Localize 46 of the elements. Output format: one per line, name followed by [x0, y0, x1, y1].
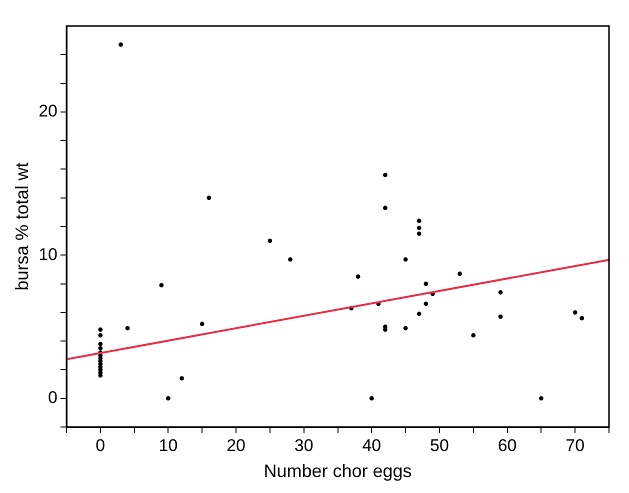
point [424, 282, 428, 286]
point [383, 206, 388, 210]
point [471, 333, 476, 338]
point [403, 326, 408, 330]
point [118, 42, 123, 47]
y-tick-label: 10 [38, 244, 58, 264]
point [180, 376, 184, 381]
x-tick-label: 10 [158, 436, 178, 455]
point [424, 302, 428, 306]
point [288, 257, 292, 262]
point [200, 322, 204, 326]
y-axis-title: bursa % total wt [12, 162, 32, 291]
point [98, 346, 103, 350]
x-tick-label: 0 [96, 436, 106, 455]
point [356, 274, 360, 279]
point [98, 333, 103, 338]
point [416, 218, 422, 223]
point [98, 373, 103, 378]
point [166, 396, 170, 401]
point [125, 326, 130, 330]
x-tick-label: 20 [226, 436, 246, 455]
point [268, 238, 272, 244]
x-tick-label: 30 [294, 436, 314, 455]
point [580, 316, 584, 320]
x-tick-label: 60 [498, 436, 517, 455]
point [369, 396, 374, 401]
x-tick-label: 70 [566, 436, 585, 455]
point [416, 231, 422, 236]
point [403, 257, 408, 262]
point [98, 327, 103, 332]
point [416, 226, 422, 230]
point [98, 342, 103, 346]
point [206, 196, 212, 200]
point [458, 272, 462, 276]
y-tick-label: 20 [38, 102, 58, 121]
point [383, 172, 388, 178]
y-tick-label: 0 [48, 388, 58, 408]
x-axis-title: Number chor eggs [264, 461, 412, 482]
point [572, 310, 578, 315]
x-tick-label: 40 [362, 436, 382, 455]
point [498, 290, 503, 295]
point [416, 312, 422, 316]
point [159, 283, 164, 288]
point [498, 314, 503, 319]
x-tick-label: 50 [430, 436, 449, 455]
point [538, 396, 544, 401]
